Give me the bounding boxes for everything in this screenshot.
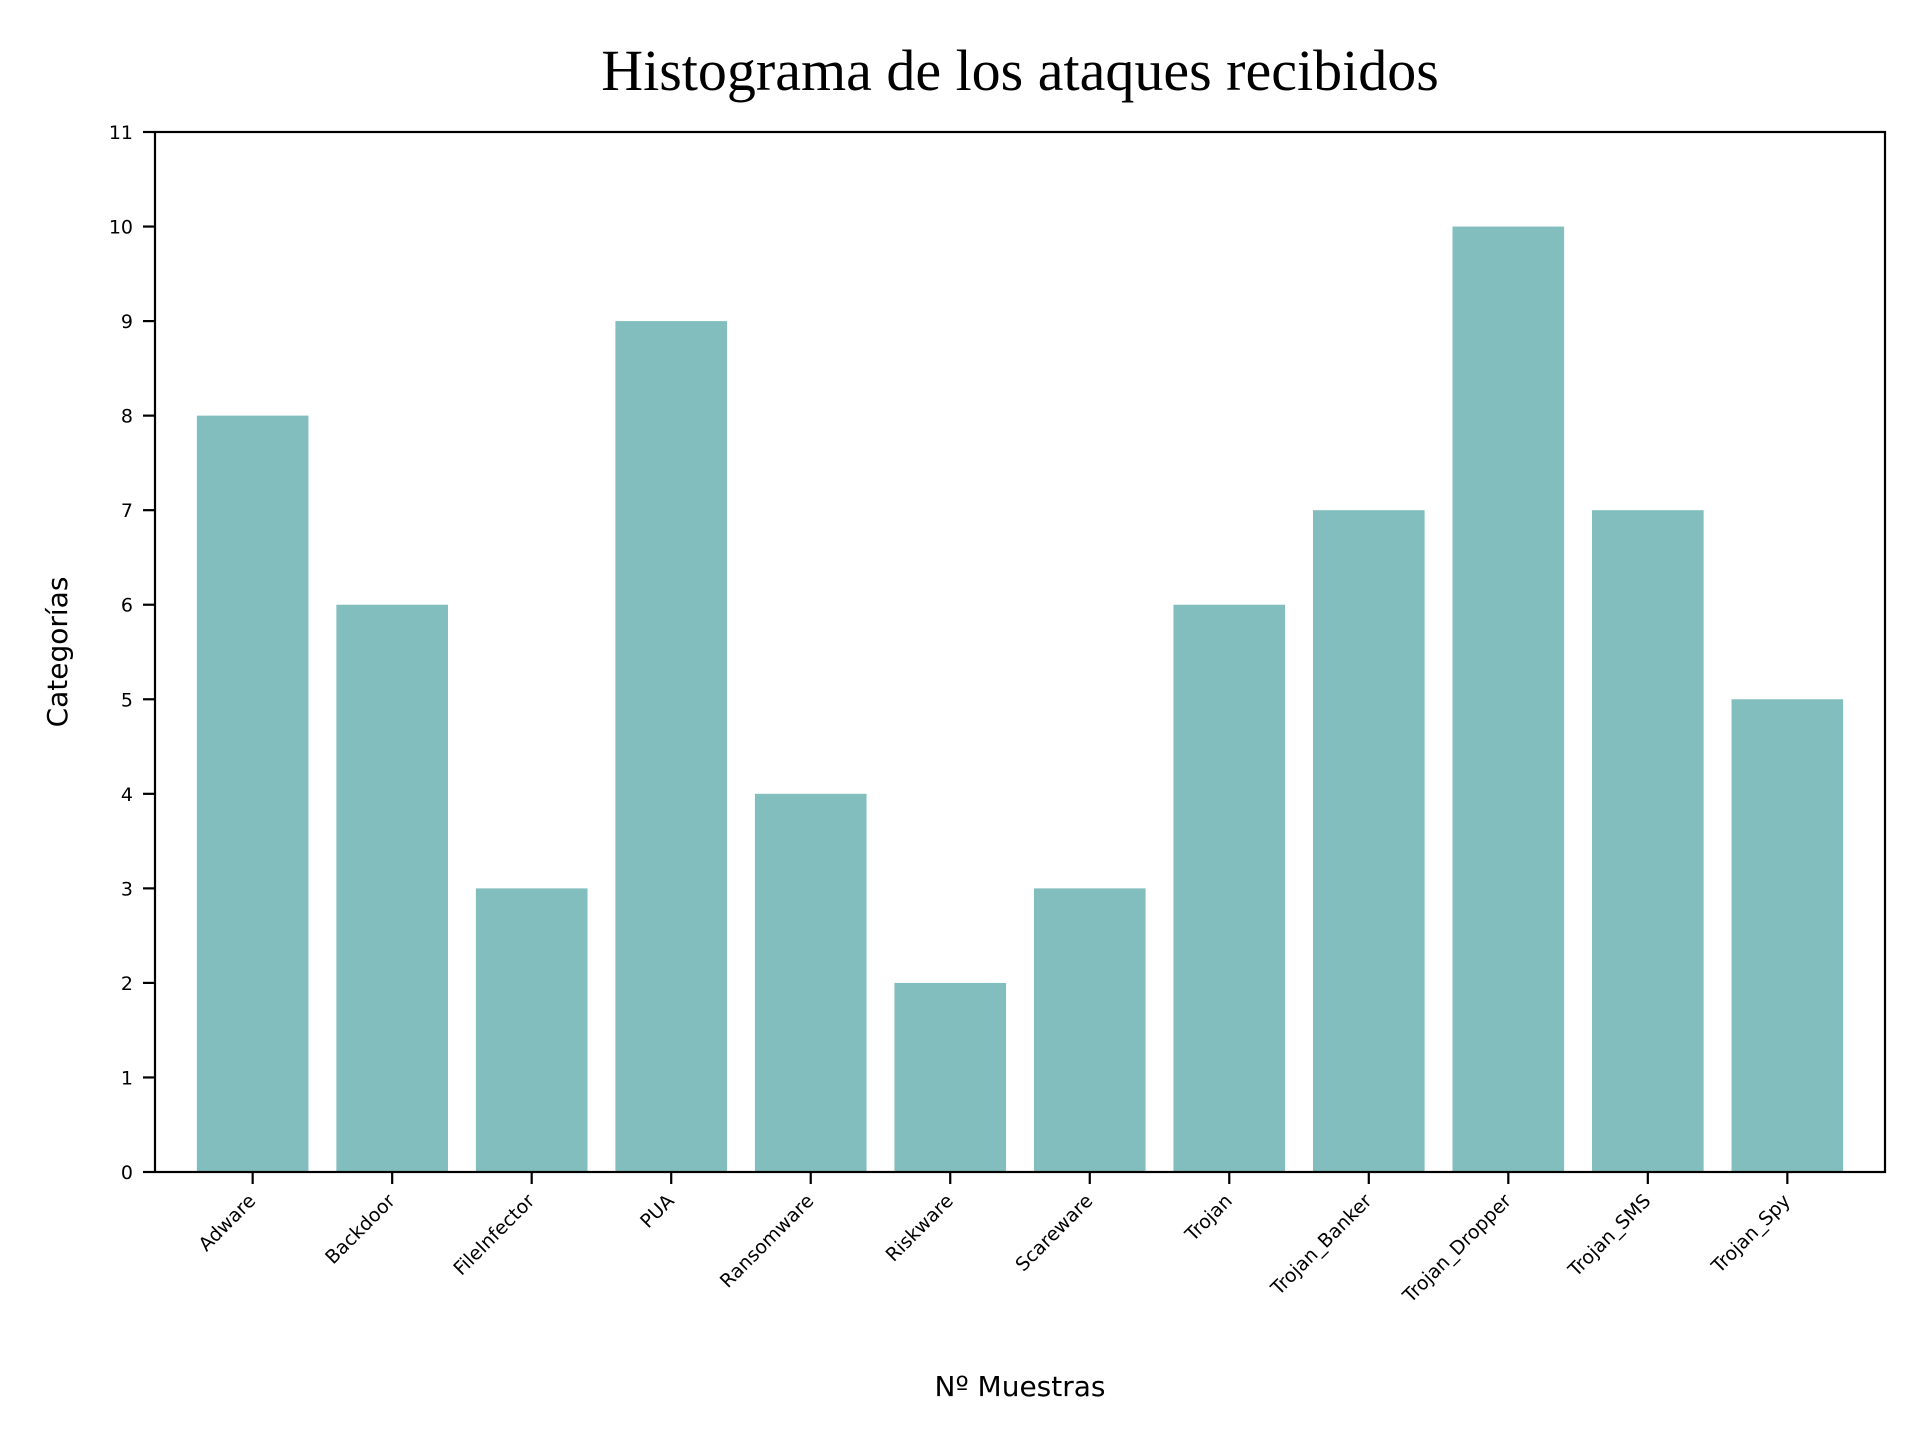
bar-ransomware (754, 793, 867, 1172)
x-axis: Adware Backdoor FileInfector PUA Ransomware R… (194, 1172, 1795, 1308)
y-tick-label: 6 (121, 595, 133, 617)
y-tick-label: 5 (121, 689, 133, 711)
x-axis-label: Nº Muestras (935, 1370, 1106, 1403)
x-tick-label: PUA (636, 1190, 679, 1233)
y-tick-label: 7 (121, 500, 133, 522)
y-tick-label: 10 (109, 217, 133, 239)
x-tick-label: Backdoor (321, 1190, 400, 1269)
bar-trojan-spy (1731, 699, 1844, 1172)
bar-pua (615, 321, 728, 1172)
y-axis-label: Categorías (41, 577, 74, 728)
bar-trojan-sms (1592, 510, 1704, 1172)
bar-scareware (1033, 888, 1146, 1172)
x-tick-label: Scareware (1011, 1190, 1097, 1276)
bar-trojan (1173, 604, 1286, 1172)
y-tick-label: 4 (121, 784, 133, 806)
y-tick-label: 11 (109, 122, 133, 144)
x-tick-label: FileInfector (449, 1190, 539, 1280)
plot-frame (153, 130, 1887, 1174)
x-tick-label: Trojan_Spy (1707, 1190, 1795, 1278)
y-axis: 0 1 2 3 4 5 6 7 8 9 10 11 (109, 122, 155, 1184)
x-tick-label: Trojan_Banker (1266, 1190, 1376, 1300)
x-tick-label: Ransomware (716, 1190, 818, 1292)
bar-trojan-banker (1312, 510, 1425, 1172)
x-tick-label: Trojan (1180, 1190, 1236, 1246)
bar-riskware (894, 982, 1007, 1172)
y-tick-label: 3 (121, 878, 133, 900)
bar-trojan-dropper (1452, 226, 1565, 1172)
y-tick-label: 9 (121, 311, 133, 333)
x-tick-label: Riskware (882, 1190, 958, 1266)
x-tick-label: Adware (194, 1190, 260, 1256)
bar-fileinfector (475, 888, 588, 1172)
y-tick-label: 1 (121, 1067, 133, 1089)
y-tick-label: 2 (121, 973, 133, 995)
y-tick-label: 8 (121, 406, 133, 428)
chart-title: Histograma de los ataques recibidos (601, 38, 1439, 103)
x-tick-label: Trojan_SMS (1564, 1190, 1656, 1282)
x-tick-label: Trojan_Dropper (1398, 1190, 1516, 1308)
bar-backdoor (336, 604, 448, 1172)
y-tick-label: 0 (121, 1162, 133, 1184)
bar-adware (196, 415, 309, 1172)
bars-group (196, 226, 1844, 1172)
